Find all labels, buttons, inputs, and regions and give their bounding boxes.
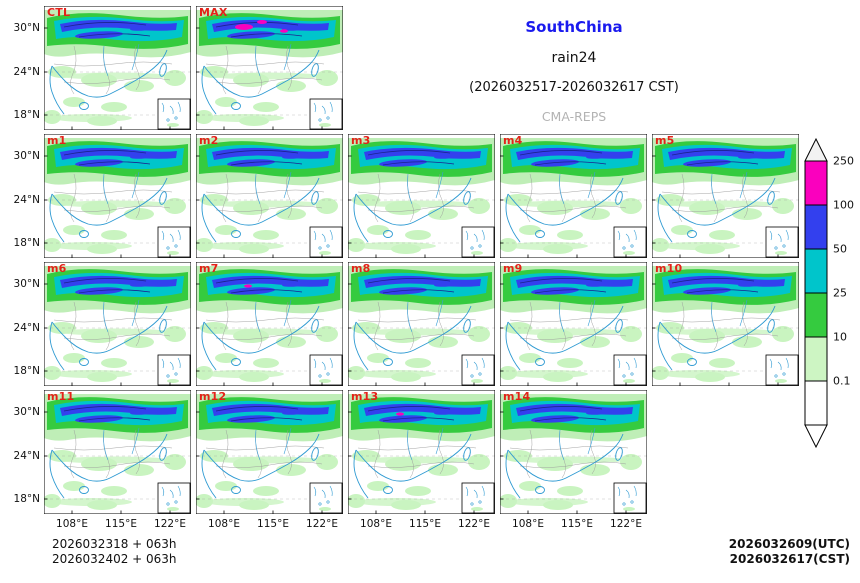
precip-map: [44, 6, 191, 130]
panel-label: m5: [655, 134, 675, 147]
panel-label: m14: [503, 390, 531, 403]
map-panel-m12: m12: [196, 390, 343, 514]
panel-label: m7: [199, 262, 219, 275]
y-tick-label: 24°N: [13, 322, 40, 334]
y-tick-label: 24°N: [13, 66, 40, 78]
colorbar-swatch-palegreen: [804, 336, 828, 382]
x-tick-label: 115°E: [561, 518, 593, 530]
precip-map: [500, 390, 647, 514]
figure-variable: rain24: [551, 50, 597, 66]
valid-time-utc: 2026032609(UTC): [728, 537, 850, 551]
precip-map: [348, 390, 495, 514]
precip-map: [44, 262, 191, 386]
map-panel-m3: m3: [348, 134, 495, 258]
precip-map: [196, 262, 343, 386]
colorbar-top-arrow: [804, 138, 828, 162]
figure-title: SouthChina: [525, 18, 623, 36]
init-time-cst: 2026032402 + 063h: [52, 552, 177, 566]
map-panel-m5: m5: [652, 134, 799, 258]
colorbar-level-label: 100: [833, 198, 854, 212]
colorbar-level-label: 25: [833, 286, 847, 300]
colorbar-level-label: 0.1: [833, 374, 851, 388]
colorbar-swatch-blue: [804, 204, 828, 250]
colorbar-swatch-green: [804, 292, 828, 338]
colorbar: [804, 138, 828, 449]
map-panel-ctl: CTL: [44, 6, 191, 130]
x-tick-label: 122°E: [154, 518, 186, 530]
panel-label: m2: [199, 134, 219, 147]
y-tick-label: 18°N: [13, 109, 40, 121]
precip-map: [196, 134, 343, 258]
precip-map: [348, 262, 495, 386]
colorbar-bottom-arrow: [804, 424, 828, 449]
x-tick-label: 122°E: [306, 518, 338, 530]
x-tick-label: 122°E: [458, 518, 490, 530]
x-tick-label: 108°E: [512, 518, 544, 530]
y-tick-label: 18°N: [13, 365, 40, 377]
panel-label: m4: [503, 134, 523, 147]
x-tick-label: 108°E: [208, 518, 240, 530]
map-panel-m9: m9: [500, 262, 647, 386]
figure-model: CMA-REPS: [541, 109, 607, 124]
valid-time-block: 2026032609(UTC) 2026032617(CST): [729, 537, 850, 567]
y-tick-label: 30°N: [13, 22, 40, 34]
precip-map: [500, 262, 647, 386]
colorbar-swatch-magenta: [804, 160, 828, 206]
map-panel-max: MAX: [196, 6, 343, 130]
map-panel-m7: m7: [196, 262, 343, 386]
panel-label: m3: [351, 134, 371, 147]
init-time-block: 2026032318 + 063h 2026032402 + 063h: [52, 537, 177, 567]
precip-map: [196, 390, 343, 514]
colorbar-level-label: 250: [833, 154, 854, 168]
panel-label: m1: [47, 134, 67, 147]
x-tick-label: 108°E: [360, 518, 392, 530]
colorbar-swatch-white: [804, 380, 828, 426]
map-panel-m11: m11: [44, 390, 191, 514]
x-tick-label: 115°E: [257, 518, 289, 530]
precip-map: [500, 134, 647, 258]
panel-label: m13: [351, 390, 379, 403]
map-panel-m4: m4: [500, 134, 647, 258]
y-tick-label: 24°N: [13, 194, 40, 206]
map-panel-m2: m2: [196, 134, 343, 258]
panel-label: m6: [47, 262, 67, 275]
x-tick-label: 108°E: [56, 518, 88, 530]
figure-period: (2026032517-2026032617 CST): [469, 80, 679, 95]
x-tick-label: 122°E: [610, 518, 642, 530]
map-panel-m10: m10: [652, 262, 799, 386]
map-panel-m1: m1: [44, 134, 191, 258]
panel-label: m12: [199, 390, 227, 403]
precip-map: [196, 6, 343, 130]
y-tick-label: 30°N: [13, 278, 40, 290]
precip-map: [44, 390, 191, 514]
x-tick-label: 115°E: [409, 518, 441, 530]
precip-map: [652, 262, 799, 386]
panel-label: CTL: [47, 6, 71, 19]
map-panel-m8: m8: [348, 262, 495, 386]
title-block: SouthChina rain24 (2026032517-2026032617…: [356, 18, 792, 124]
panel-label: m8: [351, 262, 371, 275]
map-panel-m14: m14: [500, 390, 647, 514]
panel-label: MAX: [199, 6, 228, 19]
init-time-utc: 2026032318 + 063h: [52, 537, 177, 551]
y-tick-label: 30°N: [13, 406, 40, 418]
colorbar-level-label: 10: [833, 330, 847, 344]
panel-label: m11: [47, 390, 75, 403]
y-tick-label: 30°N: [13, 150, 40, 162]
panel-label: m10: [655, 262, 683, 275]
map-panel-m6: m6: [44, 262, 191, 386]
x-tick-label: 115°E: [105, 518, 137, 530]
precip-map: [348, 134, 495, 258]
colorbar-level-label: 50: [833, 242, 847, 256]
map-panel-m13: m13: [348, 390, 495, 514]
precip-map: [652, 134, 799, 258]
precip-map: [44, 134, 191, 258]
y-tick-label: 18°N: [13, 237, 40, 249]
y-tick-label: 18°N: [13, 493, 40, 505]
panel-label: m9: [503, 262, 523, 275]
valid-time-cst: 2026032617(CST): [729, 552, 850, 566]
colorbar-swatch-cyan: [804, 248, 828, 294]
y-tick-label: 24°N: [13, 450, 40, 462]
